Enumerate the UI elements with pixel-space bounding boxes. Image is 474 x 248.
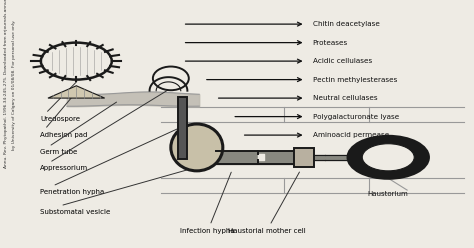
Text: Substomatal vesicle: Substomatal vesicle <box>40 168 194 215</box>
Text: Haustorium: Haustorium <box>368 191 409 197</box>
Text: Neutral cellulases: Neutral cellulases <box>313 95 377 101</box>
Text: Haustorial mother cell: Haustorial mother cell <box>228 172 305 234</box>
Text: Chitin deacetylase: Chitin deacetylase <box>313 21 380 27</box>
Text: Germ tube: Germ tube <box>40 102 117 155</box>
Text: Annu. Rev. Phytopathol. 1996.34:245-275. Downloaded from arjournals.annualreview: Annu. Rev. Phytopathol. 1996.34:245-275.… <box>4 0 8 168</box>
Text: Appressorium: Appressorium <box>40 90 168 171</box>
Text: Penetration hypha: Penetration hypha <box>40 128 180 195</box>
Text: Proteases: Proteases <box>313 40 348 46</box>
Ellipse shape <box>171 124 223 171</box>
Bar <box>178 97 187 158</box>
Text: Pectin methylesterases: Pectin methylesterases <box>313 77 397 83</box>
Text: Polygalacturonate lyase: Polygalacturonate lyase <box>313 114 399 120</box>
Text: by University of Calgary on 01/08/08. For personal use only.: by University of Calgary on 01/08/08. Fo… <box>12 19 16 150</box>
Ellipse shape <box>153 66 189 90</box>
Circle shape <box>41 43 112 80</box>
Text: Acidic cellulases: Acidic cellulases <box>313 58 372 64</box>
Text: Infection hypha: Infection hypha <box>180 172 235 234</box>
Bar <box>294 148 314 167</box>
Polygon shape <box>48 86 105 98</box>
Circle shape <box>348 136 428 178</box>
Circle shape <box>362 144 414 171</box>
Text: Aminoacid permease: Aminoacid permease <box>313 132 389 138</box>
Text: Adhesion pad: Adhesion pad <box>40 94 87 138</box>
Text: Uredospore: Uredospore <box>40 82 80 122</box>
